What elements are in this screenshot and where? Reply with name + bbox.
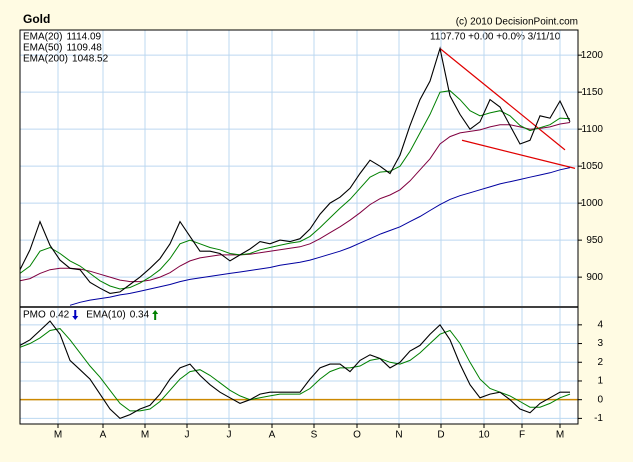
legend-value: 1048.52 bbox=[72, 54, 109, 65]
x-tick-label: S bbox=[311, 430, 318, 441]
y-tick-label: 900 bbox=[586, 272, 603, 283]
quote: 1107.70 +0.00 +0.0% 3/11/10 bbox=[430, 32, 561, 43]
x-tick-label: 10 bbox=[478, 430, 490, 441]
x-tick-label: F bbox=[519, 430, 525, 441]
legend-value: 1109.48 bbox=[66, 43, 102, 54]
x-tick-label: N bbox=[395, 430, 402, 441]
series-line bbox=[20, 320, 570, 420]
legend-label: EMA(20) bbox=[23, 32, 62, 43]
legend-label: EMA(50) bbox=[23, 43, 62, 54]
trendline bbox=[439, 48, 566, 151]
y-tick-label: 1 bbox=[597, 376, 603, 387]
x-tick-label: M bbox=[54, 430, 62, 441]
y-tick-label: 3 bbox=[597, 338, 603, 349]
y-tick-label: 0 bbox=[597, 394, 603, 405]
plot-frame bbox=[19, 29, 579, 425]
y-tick-label: 950 bbox=[586, 235, 603, 246]
legend-arrow bbox=[152, 310, 159, 320]
series-line bbox=[20, 122, 571, 283]
legend-value: 0.34 bbox=[130, 310, 150, 321]
legend-arrow bbox=[72, 310, 79, 320]
y-tick-label: 1100 bbox=[581, 124, 603, 135]
series-line bbox=[20, 90, 571, 290]
x-tick-label: M bbox=[141, 430, 149, 441]
chart-layer: 900 950 1000 1050 1100 1150 1200 -1 0 1 2 3 4 M A M J J A S… bbox=[20, 30, 603, 441]
source: (c) 2010 DecisionPoint.com bbox=[456, 17, 578, 28]
legend-label: PMO bbox=[23, 310, 46, 321]
x-tick-label: J bbox=[185, 430, 190, 441]
y-tick-label: 1200 bbox=[581, 50, 604, 61]
legend-value: 0.42 bbox=[50, 310, 70, 321]
trendline bbox=[461, 139, 576, 169]
legend-label: EMA(10) bbox=[86, 310, 125, 321]
chart-title: Gold bbox=[23, 12, 50, 26]
x-tick-label: J bbox=[227, 430, 232, 441]
y-tick-label: 1150 bbox=[581, 87, 603, 98]
series-line bbox=[69, 167, 571, 306]
series-line bbox=[20, 46, 571, 294]
y-tick-label: 2 bbox=[597, 357, 603, 368]
x-tick-label: O bbox=[353, 430, 361, 441]
x-tick-label: D bbox=[437, 430, 444, 441]
plot-area bbox=[20, 30, 578, 424]
legend-value: 1114.09 bbox=[66, 32, 101, 43]
x-tick-label: A bbox=[269, 430, 276, 441]
y-tick-label: -1 bbox=[594, 413, 603, 424]
y-tick-label: 1050 bbox=[581, 161, 604, 172]
x-tick-label: M bbox=[556, 430, 564, 441]
y-tick-label: 1000 bbox=[581, 198, 604, 209]
series-line bbox=[20, 328, 571, 412]
y-tick-label: 4 bbox=[597, 319, 603, 330]
x-tick-label: A bbox=[100, 430, 107, 441]
legend-label: EMA(200) bbox=[23, 54, 68, 65]
